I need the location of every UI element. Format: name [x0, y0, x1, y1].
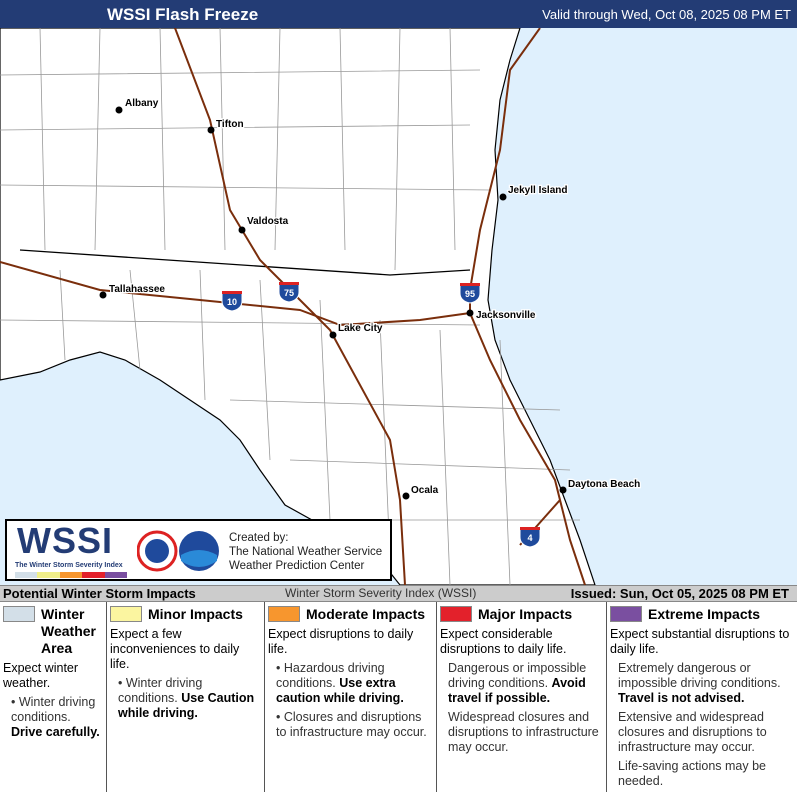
wssi-color-bar — [15, 572, 128, 578]
city-tifton: Tifton — [207, 118, 245, 134]
svg-text:95: 95 — [465, 289, 475, 299]
legend-detail: Widespread closures and disruptions to i… — [448, 710, 599, 754]
created-by: Created by: The National Weather Service W… — [229, 532, 383, 572]
legend-detail: • Closures and disruptions to infrastruc… — [276, 710, 427, 739]
legend-swatch — [110, 606, 142, 622]
city-jekyll-island: Jekyll Island — [499, 184, 569, 201]
city-valdosta: Valdosta — [238, 215, 290, 234]
legend-label: Major Impacts — [478, 606, 573, 622]
state-line — [19, 249, 471, 276]
city-daytona-beach: Daytona Beach — [559, 478, 642, 494]
svg-text:Albany: Albany — [125, 98, 159, 109]
svg-text:Tifton: Tifton — [216, 119, 244, 130]
legend-swatch — [268, 606, 300, 622]
legend-winter-weather-area: Winter Weather Area Expect winter weather… — [0, 602, 107, 792]
interstate-95-shield: 95 — [459, 283, 481, 304]
legend-swatch — [440, 606, 472, 622]
county-lines — [0, 28, 580, 585]
legend-swatch — [610, 606, 642, 622]
svg-text:Lake City: Lake City — [338, 323, 383, 334]
interstate-75-shield: 75 — [278, 282, 300, 303]
legend-lead: Expect disruptions to daily life. — [268, 627, 414, 656]
svg-text:Jekyll Island: Jekyll Island — [508, 185, 567, 196]
impacts-title: Potential Winter Storm Impacts — [3, 586, 196, 601]
interstate-10-shield: 10 — [221, 291, 243, 312]
svg-text:10: 10 — [227, 297, 237, 307]
legend-detail: Extremely dangerous or impossible drivin… — [618, 661, 781, 705]
index-name: Winter Storm Severity Index (WSSI) — [285, 586, 477, 600]
legend-minor-impacts: Minor Impacts Expect a few inconveniences… — [107, 602, 265, 792]
city-tallahassee: Tallahassee — [99, 283, 167, 299]
svg-text:75: 75 — [284, 288, 294, 298]
svg-text:Tallahassee: Tallahassee — [109, 284, 165, 295]
land — [0, 28, 596, 585]
svg-text:Ocala: Ocala — [411, 485, 439, 496]
city-ocala: Ocala — [402, 484, 440, 500]
legend-label: Minor Impacts — [148, 606, 243, 622]
city-jacksonville: Jacksonville — [466, 309, 537, 322]
legend-detail: Dangerous or impossible driving conditio… — [448, 661, 587, 705]
legend-extreme-impacts: Extreme Impacts Expect substantial disrup… — [607, 602, 797, 792]
wssi-wordmark: WSSI — [17, 520, 114, 561]
legend-moderate-impacts: Moderate Impacts Expect disruptions to da… — [265, 602, 437, 792]
legend-detail: Life-saving actions may be needed. — [618, 759, 766, 788]
cities: Albany Tifton Valdosta Tallahassee Jekyl… — [99, 97, 642, 500]
legend-label: Winter Weather Area — [41, 606, 96, 656]
legend-lead: Expect a few inconveniences to daily lif… — [110, 627, 240, 671]
legend-detail: Extensive and widespread closures and di… — [618, 710, 767, 754]
city-albany: Albany — [115, 97, 160, 114]
wssi-subtitle: The Winter Storm Severity Index — [15, 562, 123, 569]
legend-label: Extreme Impacts — [648, 606, 761, 622]
legend-label: Moderate Impacts — [306, 606, 426, 622]
svg-text:Jacksonville: Jacksonville — [476, 310, 536, 321]
interstate-4-shield: 4 — [519, 527, 541, 548]
legend-lead: Expect considerable disruptions to daily… — [440, 627, 567, 656]
issued-time: Issued: Sun, Oct 05, 2025 08 PM ET — [570, 586, 789, 601]
legend-lead: Expect winter weather. — [3, 661, 79, 690]
legend-major-impacts: Major Impacts Expect considerable disrupt… — [437, 602, 607, 792]
legend-detail: • Winter driving conditions. Use Caution… — [118, 676, 255, 720]
wssi-logo-box: WSSI The Winter Storm Severity Index Cre… — [5, 519, 392, 581]
legend-detail: • Winter driving conditions. Drive caref… — [11, 695, 100, 739]
svg-text:Valdosta: Valdosta — [247, 216, 289, 227]
svg-text:4: 4 — [527, 533, 532, 543]
valid-through: Valid through Wed, Oct 08, 2025 08 PM ET — [542, 7, 791, 22]
svg-text:Daytona Beach: Daytona Beach — [568, 479, 640, 490]
legend-swatch — [3, 606, 35, 622]
header-bar: WSSI Flash Freeze Valid through Wed, Oct… — [0, 0, 797, 28]
nws-noaa-logos — [137, 530, 219, 572]
city-lake-city: Lake City — [329, 322, 384, 339]
legend-lead: Expect substantial disruptions to daily … — [610, 627, 790, 656]
map: Albany Tifton Valdosta Tallahassee Jekyl… — [0, 28, 797, 585]
legend-detail: • Hazardous driving conditions. Use extr… — [276, 661, 404, 705]
impacts-bar: Potential Winter Storm Impacts Winter St… — [0, 585, 797, 602]
map-title: WSSI Flash Freeze — [107, 5, 259, 24]
impact-legend: Winter Weather Area Expect winter weather… — [0, 602, 797, 797]
interstate-shields: 10 75 95 4 — [221, 282, 541, 548]
